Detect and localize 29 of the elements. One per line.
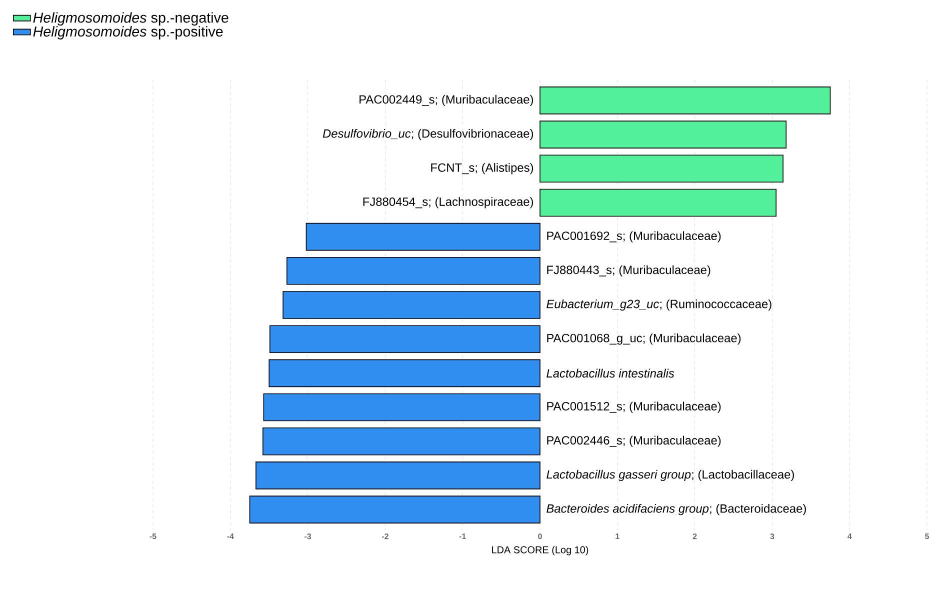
bar: [540, 120, 787, 148]
bar: [263, 393, 540, 422]
y-tick-label: PAC002446_s; (Muribaculaceae): [547, 436, 721, 447]
bar: [268, 359, 540, 388]
bar: [256, 462, 540, 490]
y-tick-label: FJ880443_s; (Muribaculaceae): [547, 265, 710, 276]
y-tick-label: PAC001512_s; (Muribaculaceae): [547, 402, 721, 413]
y-tick-label: Lactobacillus intestinalis: [546, 368, 674, 378]
y-tick-label: PAC001068_g_uc; (Muribaculaceae): [547, 334, 741, 345]
bar: [306, 222, 540, 251]
y-tick-label: Lactobacillus gasseri group; (Lactobacillaceae): [546, 470, 794, 482]
bar: [282, 291, 540, 319]
legend-label: Heligmosomoides sp.-positive: [33, 26, 223, 40]
bar: [262, 427, 540, 456]
y-tick-label: FJ880454_s; (Lachnospiraceae): [363, 197, 534, 208]
legend-label: Heligmosomoides sp.-negative: [33, 12, 228, 26]
y-tick-label: Bacteroides acidifaciens group; (Bacteroidaceae): [546, 504, 806, 516]
bar: [540, 86, 831, 114]
bar: [269, 325, 540, 353]
y-tick-label: Eubacterium_g23_uc; (Ruminococcaceae): [546, 299, 772, 311]
y-tick-label: PAC002449_s; (Muribaculaceae): [360, 94, 534, 106]
bar: [540, 154, 784, 183]
bar: [540, 188, 776, 217]
x-axis-title: LDA SCORE (Log 10): [492, 546, 588, 556]
y-tick-label: Desulfovibrio_uc; (Desulfovibrionaceae): [322, 128, 534, 140]
bar: [249, 496, 540, 524]
y-tick-label: FCNT_s; (Alistipes): [431, 163, 534, 174]
bar: [286, 257, 540, 285]
y-tick-label: PAC001692_s; (Muribaculaceae): [547, 231, 721, 242]
